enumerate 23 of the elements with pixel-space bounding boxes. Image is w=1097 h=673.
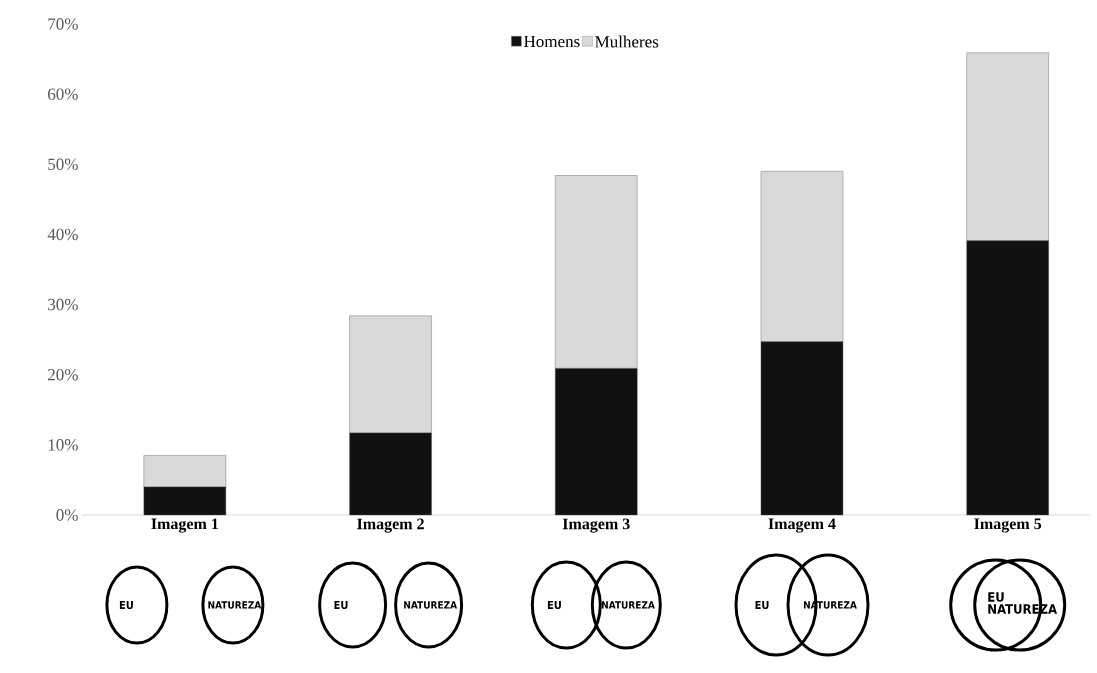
- y-tick-label: 10%: [48, 439, 78, 451]
- text: NATUREZA: [601, 601, 655, 609]
- y-tick-label: 70%: [48, 18, 78, 30]
- text: EU: [119, 600, 133, 610]
- y-tick-label: 30%: [48, 298, 78, 311]
- text: NATUREZA: [404, 601, 458, 609]
- y-tick-label: 50%: [48, 158, 78, 171]
- legend-label: Homens: [524, 35, 580, 48]
- text: EU: [988, 592, 1004, 602]
- y-tick-label: 60%: [48, 88, 78, 100]
- y-tick-label: 20%: [48, 368, 78, 381]
- text: EU: [547, 600, 561, 610]
- x-tick-label: Imagem 1: [151, 518, 219, 533]
- legend-label: Mulheres: [595, 35, 659, 48]
- x-tick-label: Imagem 5: [974, 518, 1042, 533]
- x-tick-label: Imagem 3: [562, 518, 630, 533]
- x-tick-label: Imagem 2: [357, 518, 424, 533]
- y-tick-label: 0%: [56, 509, 78, 521]
- x-tick-label: Imagem 4: [768, 518, 836, 533]
- text: EU: [755, 600, 769, 610]
- text: EU: [334, 600, 348, 610]
- y-tick-label: 40%: [47, 228, 78, 241]
- text: NATUREZA: [208, 601, 262, 609]
